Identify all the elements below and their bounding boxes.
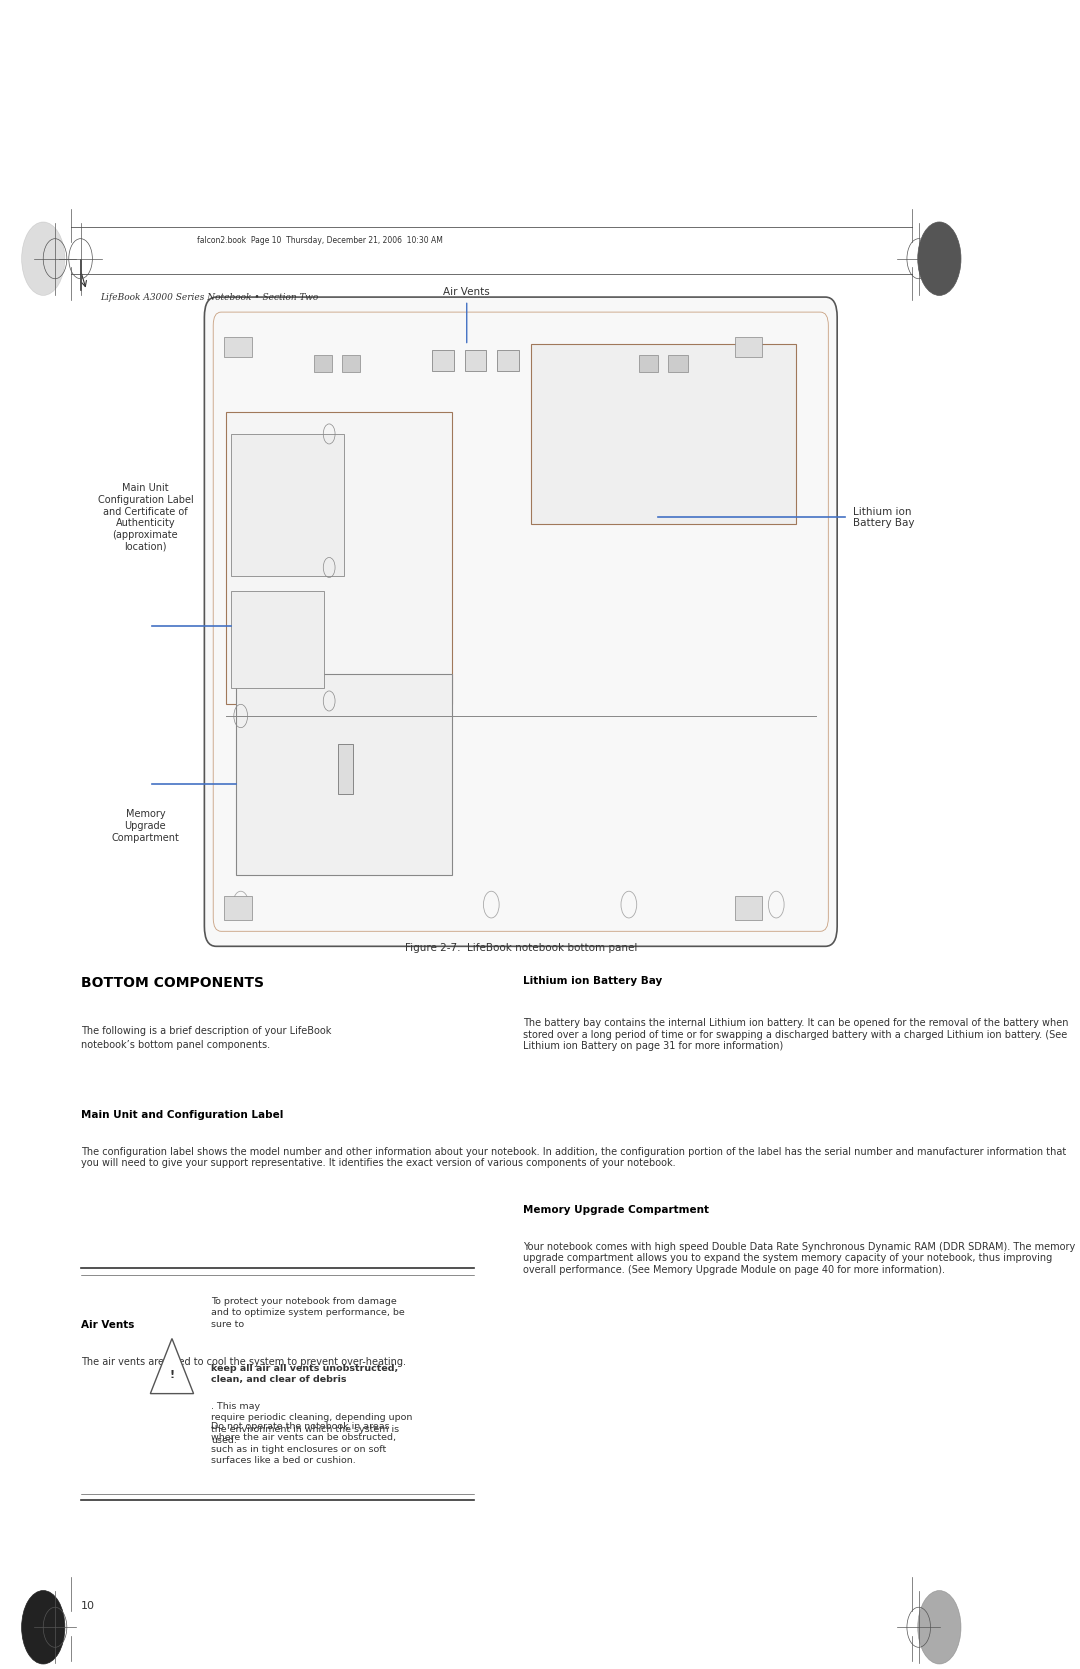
- Text: The configuration label shows the model number and other information about your : The configuration label shows the model …: [81, 1147, 1066, 1168]
- Bar: [224, 337, 252, 357]
- Text: BOTTOM COMPONENTS: BOTTOM COMPONENTS: [81, 976, 264, 990]
- Text: . This may
require periodic cleaning, depending upon
the environment in which th: . This may require periodic cleaning, de…: [212, 1402, 413, 1445]
- Circle shape: [918, 1591, 961, 1664]
- Text: To protect your notebook from damage
and to optimize system performance, be
sure: To protect your notebook from damage and…: [212, 1297, 405, 1329]
- Circle shape: [22, 1591, 65, 1664]
- Polygon shape: [150, 1339, 193, 1394]
- Text: !: !: [170, 1370, 175, 1380]
- Bar: [735, 896, 762, 920]
- Text: Main Unit and Configuration Label: Main Unit and Configuration Label: [81, 1110, 283, 1120]
- Bar: [464, 350, 486, 371]
- Text: Memory
Upgrade
Compartment: Memory Upgrade Compartment: [111, 809, 179, 843]
- Text: Your notebook comes with high speed Double Data Rate Synchronous Dynamic RAM (DD: Your notebook comes with high speed Doub…: [523, 1242, 1075, 1275]
- Bar: [224, 896, 252, 920]
- Text: The air vents are used to cool the system to prevent over-heating.: The air vents are used to cool the syste…: [81, 1357, 406, 1367]
- Bar: [669, 355, 688, 372]
- Text: falcon2.book  Page 10  Thursday, December 21, 2006  10:30 AM: falcon2.book Page 10 Thursday, December …: [197, 235, 443, 245]
- Bar: [231, 591, 324, 688]
- Text: Main Unit
Configuration Label
and Certificate of
Authenticity
(approximate
locat: Main Unit Configuration Label and Certif…: [97, 484, 193, 551]
- Text: The following is a brief description of your LifeBook
notebook’s bottom panel co: The following is a brief description of …: [81, 1026, 330, 1050]
- Text: Lithium ion Battery Bay: Lithium ion Battery Bay: [523, 976, 662, 986]
- Text: The battery bay contains the internal Lithium ion battery. It can be opened for : The battery bay contains the internal Li…: [523, 1018, 1068, 1051]
- Text: LifeBook A3000 Series Notebook • Section Two: LifeBook A3000 Series Notebook • Section…: [100, 292, 319, 302]
- Bar: [497, 350, 518, 371]
- Text: Air Vents: Air Vents: [444, 287, 490, 297]
- Text: Memory Upgrade Compartment: Memory Upgrade Compartment: [523, 1205, 708, 1215]
- Bar: [338, 744, 353, 794]
- Text: Lithium ion
Battery Bay: Lithium ion Battery Bay: [853, 507, 915, 527]
- Circle shape: [918, 222, 961, 295]
- Text: Air Vents: Air Vents: [81, 1320, 134, 1330]
- Bar: [231, 434, 343, 576]
- Circle shape: [22, 222, 65, 295]
- Text: 10: 10: [81, 1601, 95, 1611]
- Bar: [235, 674, 453, 875]
- FancyBboxPatch shape: [204, 297, 837, 946]
- Bar: [342, 355, 360, 372]
- Text: keep all air all vents unobstructed,
clean, and clear of debris: keep all air all vents unobstructed, cle…: [212, 1364, 399, 1384]
- Bar: [530, 344, 796, 524]
- Text: Do not operate the notebook in areas
where the air vents can be obstructed,
such: Do not operate the notebook in areas whe…: [212, 1422, 396, 1465]
- Bar: [735, 337, 762, 357]
- Bar: [226, 412, 453, 704]
- Text: Figure 2-7.  LifeBook notebook bottom panel: Figure 2-7. LifeBook notebook bottom pan…: [405, 943, 637, 953]
- Bar: [638, 355, 659, 372]
- Bar: [314, 355, 333, 372]
- Bar: [432, 350, 454, 371]
